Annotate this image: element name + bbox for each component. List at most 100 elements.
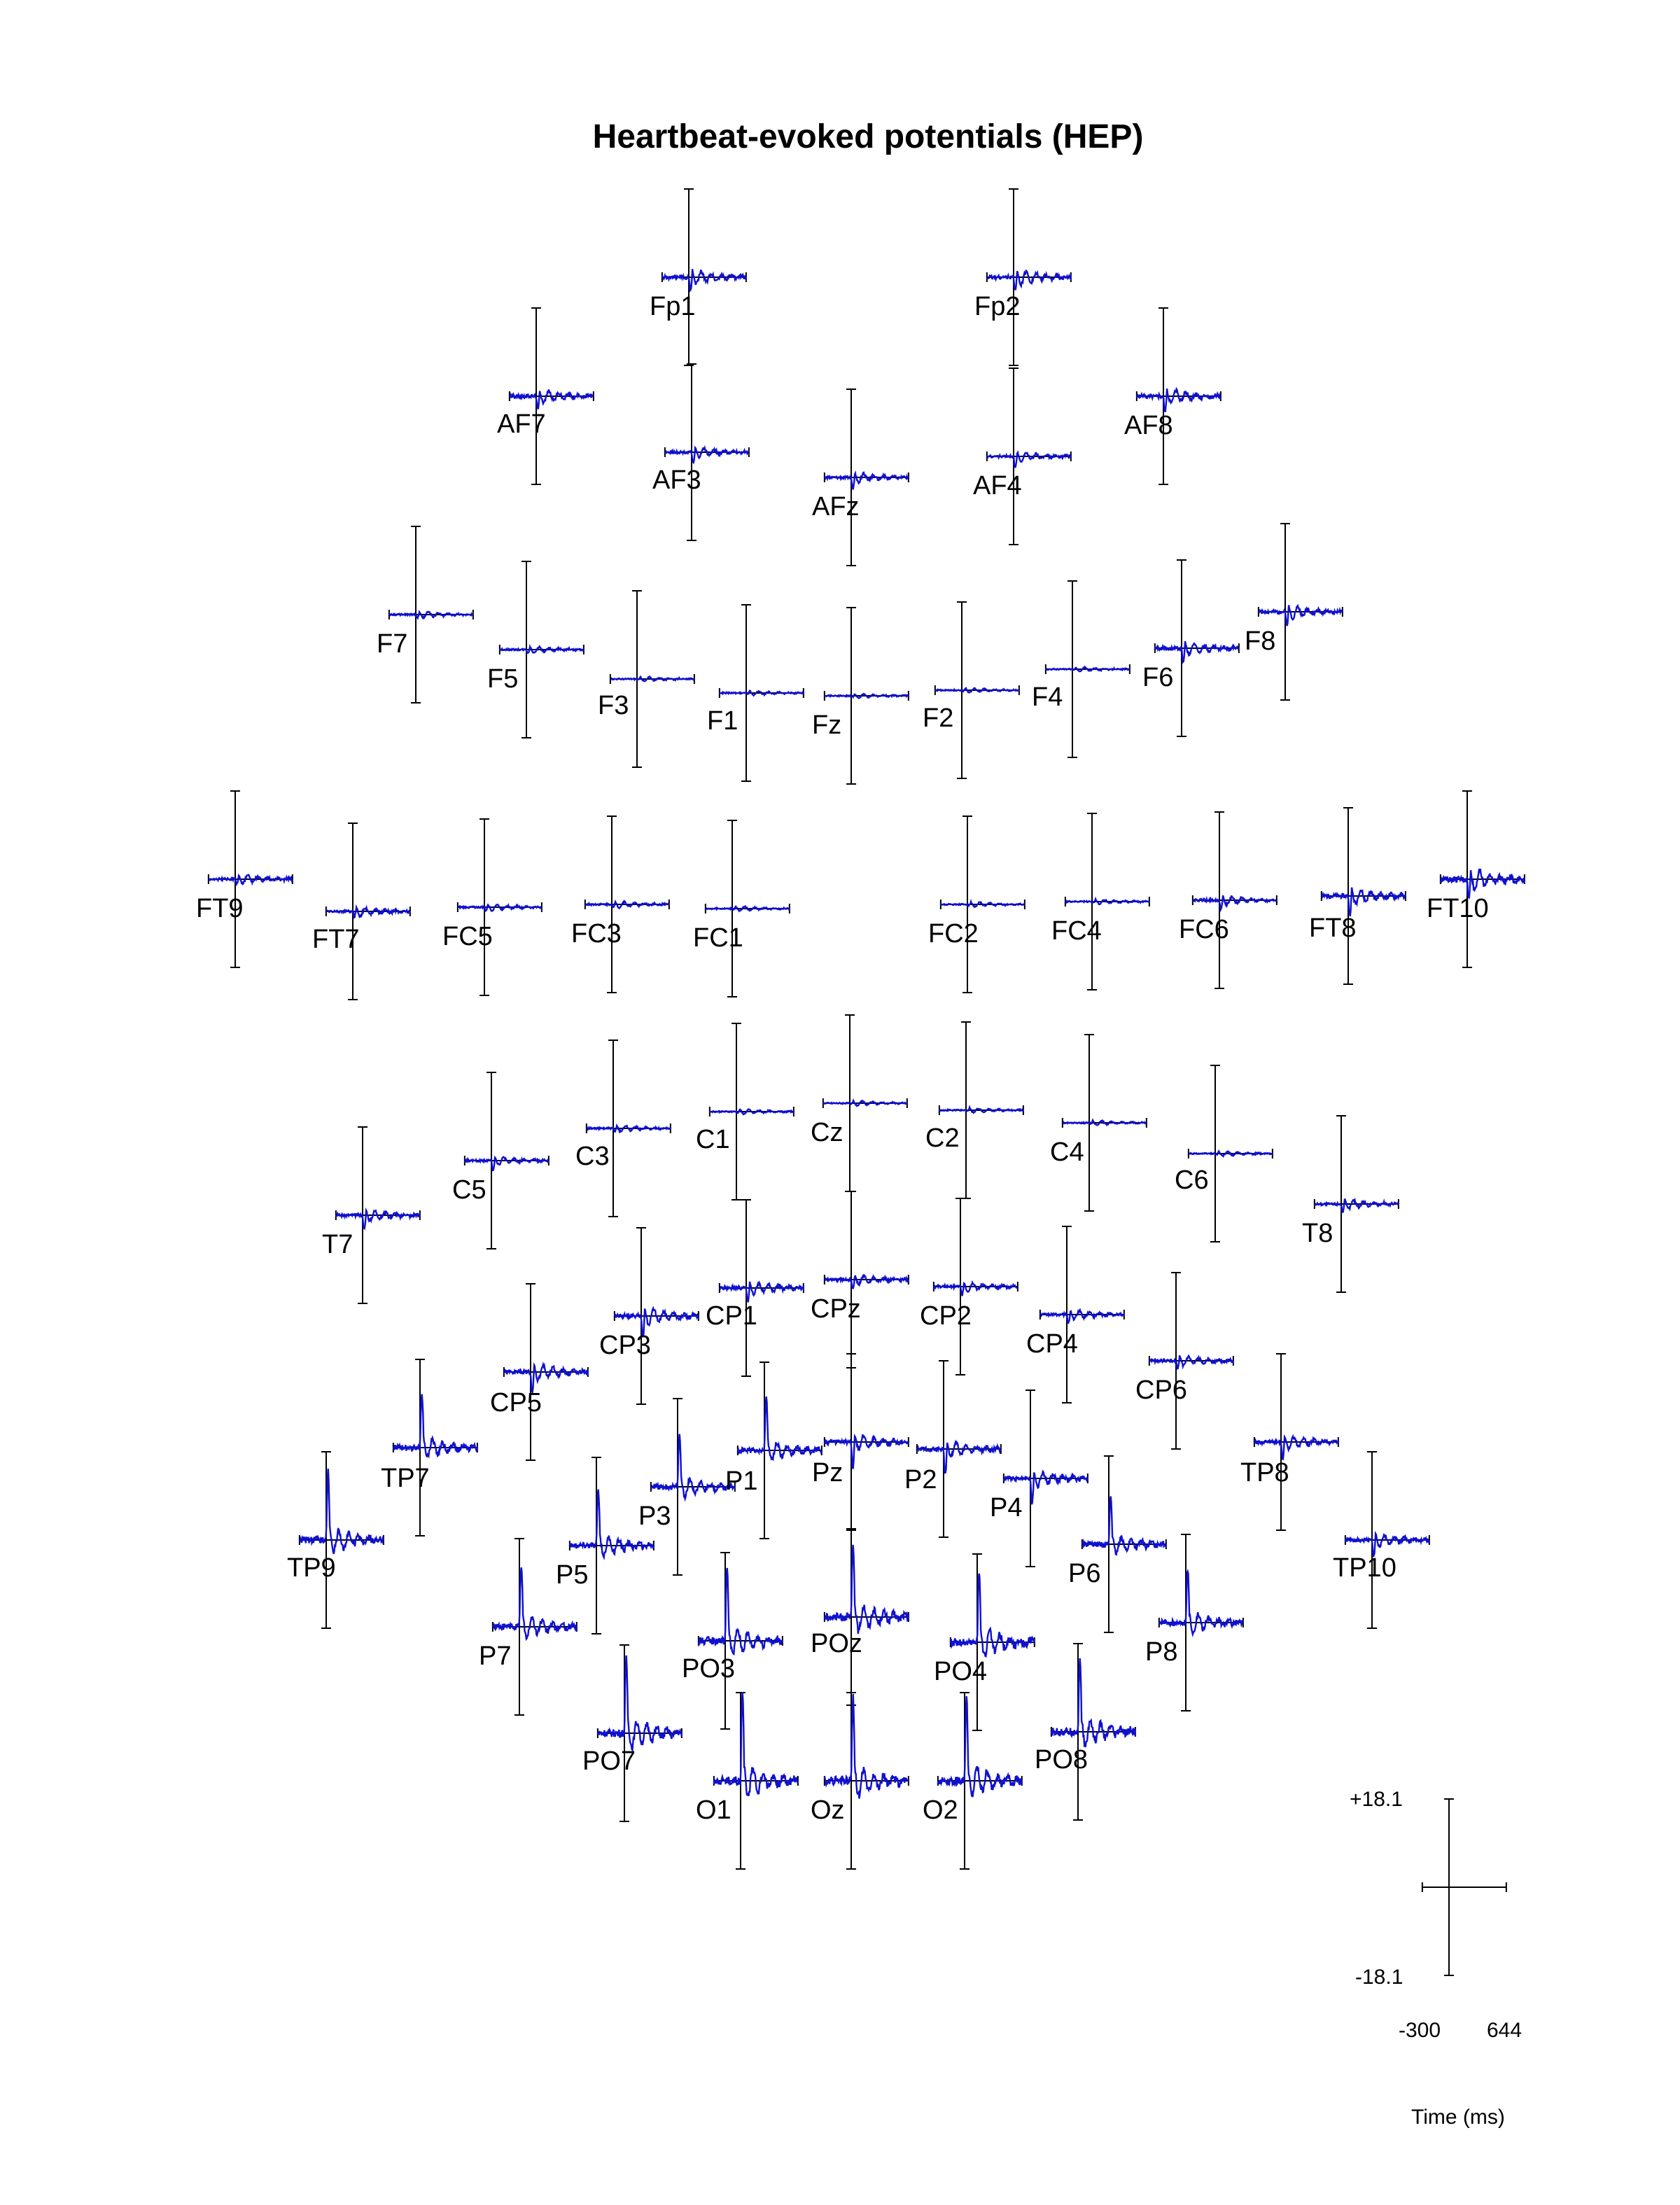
channel-f7: F7: [377, 526, 474, 704]
scale-y-bottom-label: -18.1: [1355, 1966, 1403, 1989]
channel-label: FC6: [1179, 915, 1229, 944]
channel-label: TP7: [381, 1464, 430, 1493]
waveform-trace: [1439, 868, 1526, 899]
channel-label: P4: [990, 1493, 1022, 1522]
channel-t8: T8: [1302, 1115, 1400, 1293]
waveform-trace: [503, 1361, 589, 1396]
waveform-trace: [823, 1433, 910, 1469]
channel-label: C4: [1050, 1138, 1084, 1167]
channel-label: AF8: [1124, 411, 1173, 440]
channel-f2: F2: [923, 601, 1020, 779]
channel-af3: AF3: [652, 363, 750, 541]
channel-label: CP3: [599, 1331, 651, 1360]
channel-afz: AFz: [812, 388, 909, 566]
channel-c6: C6: [1175, 1065, 1273, 1242]
waveform-trace: [1253, 1434, 1340, 1460]
waveform-trace: [1149, 1354, 1235, 1370]
channel-f3: F3: [598, 590, 695, 768]
channel-label: Fp1: [650, 292, 695, 321]
channel-fc1: FC1: [693, 820, 790, 997]
scale-bar: +18.1 -18.1 -300 644 Time (ms): [1350, 1788, 1522, 2129]
waveform-trace: [824, 470, 909, 490]
channel-fc3: FC3: [571, 816, 670, 993]
channel-label: F2: [923, 704, 953, 733]
waveform-trace: [932, 1280, 1018, 1296]
waveform-trace: [736, 1396, 822, 1462]
channel-f1: F1: [707, 604, 804, 782]
channel-af7: AF7: [497, 307, 594, 485]
waveform-trace: [650, 1434, 736, 1502]
channel-f5: F5: [487, 561, 584, 738]
waveform-trace: [718, 689, 804, 697]
channel-label: P6: [1068, 1559, 1100, 1588]
channel-po7: PO7: [582, 1644, 683, 1822]
channel-label: Fp2: [974, 292, 1020, 321]
waveform-trace: [509, 389, 594, 410]
waveform-trace: [498, 643, 584, 654]
waveform-trace: [1154, 640, 1240, 664]
waveform-trace: [1158, 1569, 1244, 1637]
channel-cp5: CP5: [490, 1283, 589, 1461]
waveform-trace: [940, 898, 1026, 909]
channel-ft9: FT9: [196, 790, 294, 968]
waveform-trace: [661, 269, 748, 293]
channel-ft7: FT7: [312, 822, 411, 1000]
channel-ft10: FT10: [1427, 790, 1526, 968]
channel-cp4: CP4: [1026, 1226, 1126, 1404]
channel-label: PO4: [934, 1657, 987, 1686]
channel-label: O2: [923, 1795, 958, 1825]
waveform-trace: [596, 1655, 683, 1753]
channel-po4: PO4: [934, 1553, 1036, 1731]
waveform-trace: [719, 1280, 805, 1303]
channel-label: POz: [811, 1629, 862, 1658]
waveform-trace: [709, 1107, 794, 1116]
channel-cpz: CPz: [811, 1191, 910, 1368]
channel-poz: POz: [811, 1528, 910, 1706]
channel-label: FC4: [1051, 916, 1102, 946]
waveform-trace: [335, 1207, 421, 1231]
channel-fc4: FC4: [1051, 813, 1150, 990]
waveform-trace: [1135, 386, 1222, 412]
channel-f8: F8: [1245, 523, 1343, 701]
channel-cz: Cz: [811, 1014, 908, 1192]
channel-c1: C1: [696, 1023, 794, 1200]
channel-fc5: FC5: [442, 818, 542, 996]
waveform-trace: [392, 1394, 479, 1459]
channel-label: TP10: [1333, 1553, 1396, 1583]
channel-p1: P1: [725, 1362, 822, 1539]
channel-c2: C2: [925, 1021, 1024, 1199]
waveform-trace: [934, 687, 1020, 694]
channel-label: AF4: [973, 471, 1022, 500]
waveform-trace: [388, 610, 473, 620]
channel-label: P1: [725, 1466, 757, 1496]
waveform-trace: [1344, 1530, 1430, 1558]
channel-label: F1: [707, 706, 738, 736]
waveform-trace: [822, 1098, 908, 1107]
channel-tp9: TP9: [287, 1451, 384, 1629]
waveform-trace: [916, 1439, 1002, 1474]
channel-fp1: Fp1: [650, 188, 748, 366]
waveform-trace: [299, 1469, 384, 1555]
channel-p7: P7: [479, 1538, 578, 1716]
channel-p8: P8: [1145, 1534, 1244, 1712]
waveform-trace: [1050, 1658, 1137, 1748]
waveform-trace: [1040, 1308, 1126, 1324]
waveform-trace: [325, 904, 411, 919]
waveform-trace: [1002, 1469, 1089, 1505]
channel-tp7: TP7: [381, 1359, 479, 1536]
waveform-trace: [586, 1123, 671, 1134]
waveform-trace: [697, 1567, 784, 1656]
waveform-trace: [568, 1489, 654, 1561]
channel-label: C1: [696, 1125, 730, 1154]
channel-label: Oz: [811, 1795, 845, 1825]
channel-p5: P5: [556, 1457, 654, 1634]
channel-p2: P2: [904, 1360, 1002, 1538]
channel-t7: T7: [322, 1126, 421, 1304]
channel-cp3: CP3: [599, 1227, 699, 1405]
channel-label: C3: [575, 1142, 610, 1171]
waveform-trace: [824, 1273, 910, 1289]
waveform-trace: [1081, 1496, 1168, 1556]
channel-label: P7: [479, 1642, 511, 1671]
channel-o2: O2: [923, 1692, 1023, 1870]
waveform-trace: [613, 1306, 699, 1338]
